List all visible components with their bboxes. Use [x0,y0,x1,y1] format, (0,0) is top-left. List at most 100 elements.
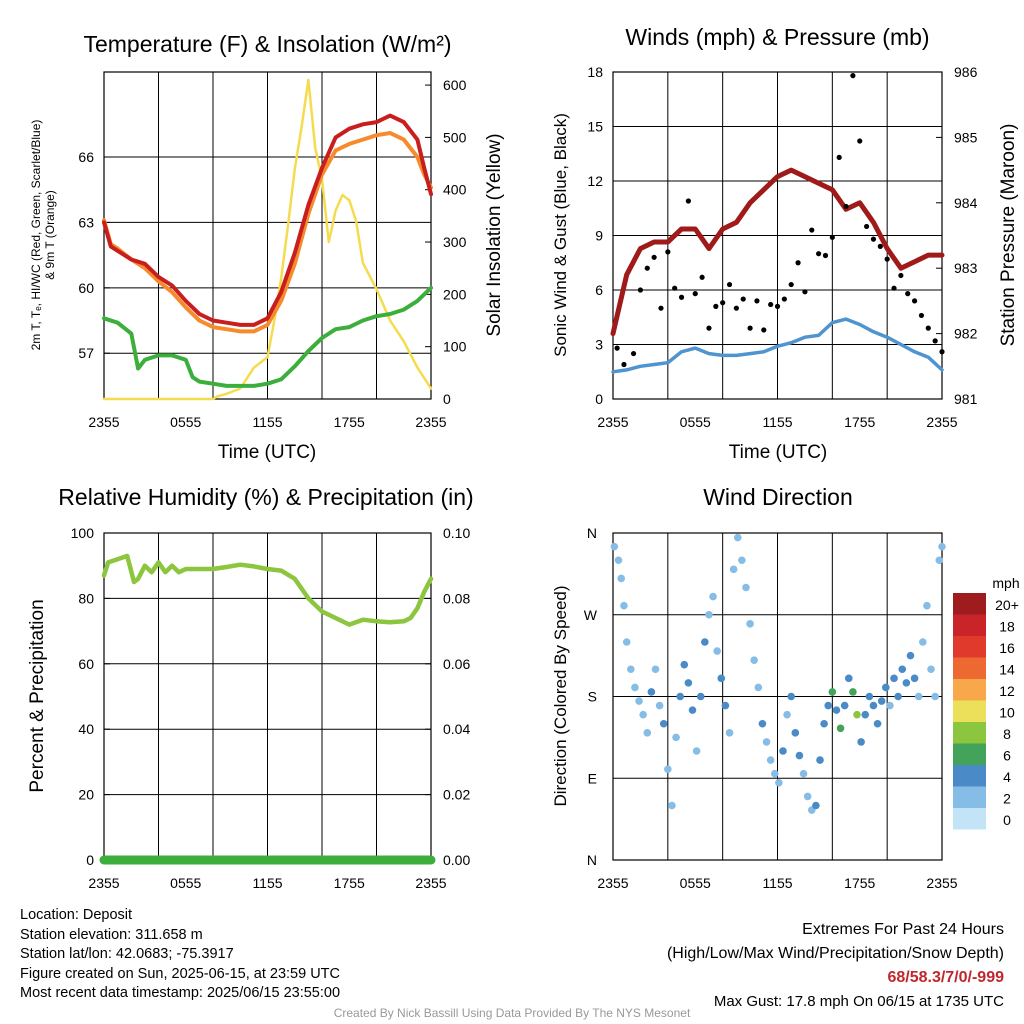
direction-point [865,692,874,701]
direction-point [881,683,890,692]
direction-point [791,729,800,737]
direction-point [614,556,623,565]
colorbar-swatch [953,808,986,830]
colorbar-swatch [953,679,986,701]
direction-point [713,647,721,655]
colorbar-swatch [953,786,986,808]
wind-speed-line [611,317,944,374]
temp-title: Temperature (F) & Insolation (W/m²) [83,31,451,57]
direction-point [803,792,812,801]
direction-point [659,719,668,728]
colorbar-swatch [953,593,986,615]
colorbar-title: mph [992,575,1019,591]
rh-ytick-label: 0 [86,852,94,868]
direction-point [733,533,742,542]
rh-line [101,553,434,627]
gust-point [877,243,883,249]
direction-point [746,620,754,628]
dir-ytick-label: N [587,525,597,541]
station-info: Location: Deposit Station elevation: 311… [20,906,340,1004]
gust-point [706,325,712,331]
gust-point [685,198,691,204]
wind-ytick-label: 0 [595,391,603,407]
dewpoint-line [102,285,433,388]
rh-ytick-right-label: 0.06 [443,656,470,672]
temp-ytick-label: 66 [78,149,94,165]
temp-ylabel-2: & 9m T (Orange) [43,190,57,280]
gust-point [891,285,897,291]
direction-point [766,756,775,764]
gust-point [747,325,753,331]
most-recent-timestamp: Most recent data timestamp: 2025/06/15 2… [20,985,341,1001]
direction-point [750,656,758,664]
temp-ylabel-1: 2m T, Tₑ, HI/WC (Red, Green, Scarlet/Blu… [29,120,43,351]
credit-line: Created By Nick Bassill Using Data Provi… [333,1006,691,1020]
temp-xtick-label: 2355 [88,414,119,430]
wind-xtick-label: 1755 [844,414,875,430]
gust-point [884,256,890,262]
gust-point [644,265,650,271]
direction-point [820,719,828,728]
direction-point [840,701,849,710]
direction-point [647,688,656,696]
direction-point [799,769,808,778]
direction-point [931,692,939,701]
direction-point [696,692,705,701]
rh-ytick-right-label: 0.08 [443,590,470,606]
direction-point [692,747,701,755]
rh-xtick-label: 2355 [88,875,119,891]
gust-point [726,281,733,288]
colorbar-label: 16 [999,640,1015,656]
direction-point [770,769,779,778]
gust-point [918,312,925,319]
direction-point [635,697,643,705]
wind-ytick-label: 12 [587,173,603,189]
colorbar-swatch [953,657,986,679]
gust-point [864,223,870,230]
gust-point [665,249,671,255]
rh-ytick-right-label: 0.04 [443,721,470,737]
colorbar-swatch [953,765,986,787]
direction-point [651,665,660,674]
temp-ytick-label: 60 [78,280,94,296]
direction-point [886,701,894,710]
rh-xtick-label: 2355 [415,875,446,891]
wind-xtick-label: 1155 [762,414,792,430]
gust-point [829,234,835,240]
dir-title: Wind Direction [703,484,853,510]
colorbar-label: 4 [1003,769,1011,785]
temp-2m-line [102,113,433,327]
extremes-box: Extremes For Past 24 Hours (High/Low/Max… [667,918,1004,1014]
temp-ytick-right-label: 100 [443,339,467,355]
station-location: Location: Deposit [20,907,133,923]
colorbar-label: 2 [1003,791,1011,807]
pressure-line [610,167,945,337]
gust-point [692,291,698,297]
direction-point [853,710,861,719]
temp-ytick-right-label: 600 [443,77,467,93]
wind-xtick-label: 2355 [926,414,957,430]
gust-point [768,301,774,308]
direction-point [783,710,791,719]
temp-xtick-label: 1155 [252,414,282,430]
direction-point [610,542,619,551]
dir-ytick-label: S [588,689,597,705]
direction-point [935,556,944,565]
direction-point [775,778,783,787]
rh-ytick-label: 40 [78,721,94,737]
direction-point [684,679,693,687]
gust-point [637,287,644,293]
gust-point [614,345,620,351]
direction-point [824,701,833,710]
gust-point [939,349,945,355]
direction-point [631,683,639,692]
colorbar-swatch [953,614,986,636]
gust-point [761,327,767,333]
direction-point [672,733,680,742]
direction-point [832,706,841,714]
temp-ytick-right-label: 200 [443,286,467,302]
gust-point [672,285,678,291]
gust-point [774,303,781,309]
colorbar-label: 6 [1003,748,1011,764]
rh-ytick-label: 100 [71,525,95,541]
